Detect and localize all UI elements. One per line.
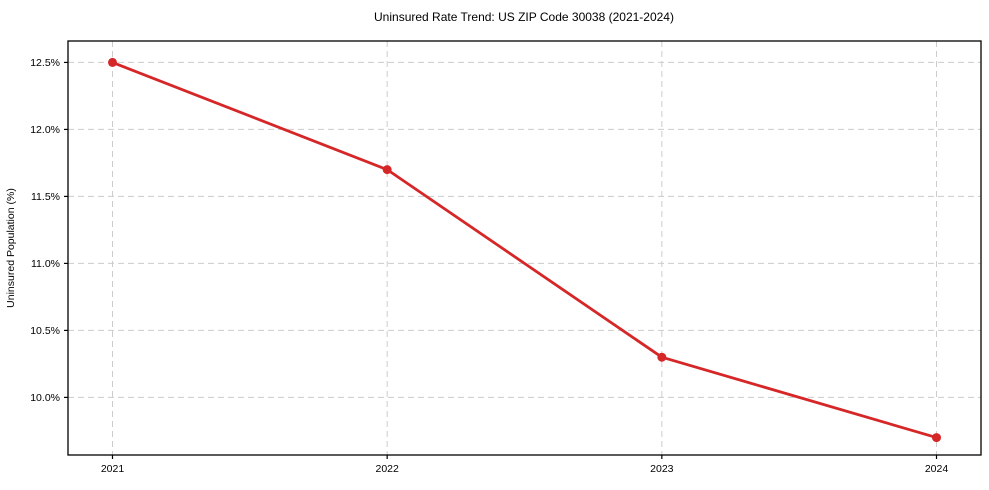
y-tick-label: 10.0% xyxy=(30,392,60,404)
y-tick-label: 11.0% xyxy=(31,258,60,270)
y-tick-label: 10.5% xyxy=(30,325,60,337)
axes-layer: 10.0% 10.5% 11.0% 11.5% 12.0% 12.5% 2021 2022 20… xyxy=(30,40,982,475)
data-point-marker xyxy=(107,57,117,67)
y-tick-label: 12.0% xyxy=(30,124,60,136)
x-tick-label: 2021 xyxy=(101,463,125,475)
data-point-marker xyxy=(382,165,392,175)
plot-frame xyxy=(67,40,982,456)
trend-line xyxy=(111,61,938,439)
y-axis-label: Uninsured Population (%) xyxy=(5,188,17,308)
y-tick-label: 12.5% xyxy=(30,57,60,69)
grid-layer xyxy=(68,41,981,455)
x-tick-label: 2022 xyxy=(375,463,399,475)
y-tick-label: 11.5% xyxy=(31,191,60,203)
x-tick-label: 2024 xyxy=(925,463,949,475)
x-tick-label: 2023 xyxy=(650,463,674,475)
chart-title: Uninsured Rate Trend: US ZIP Code 30038 … xyxy=(374,10,674,24)
series-layer xyxy=(107,57,942,443)
data-point-marker xyxy=(657,352,667,362)
data-point-marker xyxy=(932,433,942,443)
